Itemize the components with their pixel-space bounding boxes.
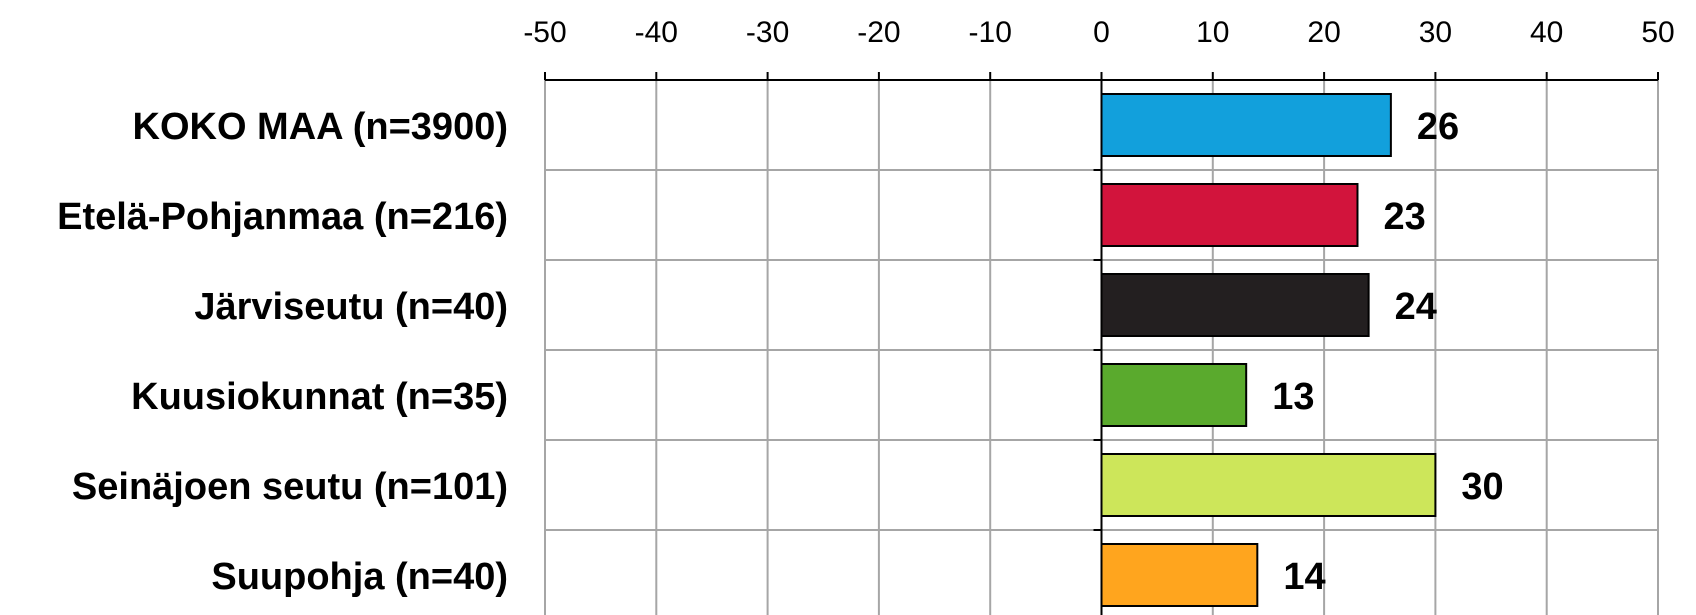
bar — [1100, 93, 1392, 157]
x-tick-label: -30 — [746, 16, 789, 49]
bar — [1100, 453, 1437, 517]
category-label: KOKO MAA (n=3900) — [133, 106, 509, 148]
data-label: 30 — [1461, 466, 1503, 508]
labels: KOKO MAA (n=3900) 26 Etelä-Pohjanmaa (n=21… — [57, 106, 1504, 598]
x-axis: -50 -40 -30 -20 -10 0 10 20 30 40 50 — [523, 16, 1675, 615]
data-label: 24 — [1395, 286, 1437, 328]
category-label: Seinäjoen seutu (n=101) — [72, 466, 508, 508]
bar — [1100, 363, 1248, 427]
data-label: 14 — [1283, 556, 1325, 598]
bar — [1100, 183, 1359, 247]
x-tick-label: -20 — [857, 16, 900, 49]
category-label: Järviseutu (n=40) — [194, 286, 508, 328]
x-tick-label: 20 — [1307, 16, 1340, 49]
x-tick-label: 50 — [1641, 16, 1674, 49]
x-tick-label: -40 — [635, 16, 678, 49]
bar — [1100, 273, 1370, 337]
bars — [1100, 93, 1437, 607]
x-tick-label: -50 — [523, 16, 566, 49]
data-label: 13 — [1272, 376, 1314, 418]
data-label: 23 — [1383, 196, 1425, 238]
bar — [1100, 543, 1259, 607]
x-tick-label: 0 — [1093, 16, 1110, 49]
category-label: Kuusiokunnat (n=35) — [131, 376, 508, 418]
x-tick-label: 30 — [1419, 16, 1452, 49]
x-tick-label: -10 — [969, 16, 1012, 49]
x-tick-label: 40 — [1530, 16, 1563, 49]
category-label: Suupohja (n=40) — [211, 556, 508, 598]
category-label: Etelä-Pohjanmaa (n=216) — [57, 196, 508, 238]
data-label: 26 — [1417, 106, 1459, 148]
x-tick-label: 10 — [1196, 16, 1229, 49]
